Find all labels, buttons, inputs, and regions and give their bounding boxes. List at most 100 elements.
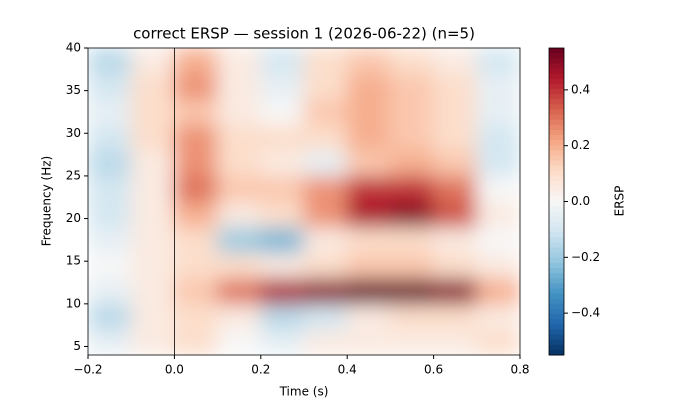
heatmap-cell [260, 328, 305, 355]
colorbar-swatch [549, 268, 564, 274]
heatmap-cell [389, 303, 435, 330]
heatmap-cell [346, 175, 391, 202]
heatmap-cell [173, 252, 219, 279]
heatmap-cell [260, 277, 305, 305]
heatmap-cell [476, 277, 520, 305]
heatmap-cell [303, 175, 348, 202]
colorbar-swatch [549, 58, 564, 64]
heatmap-cell [88, 149, 132, 177]
heatmap-cell [88, 175, 132, 202]
x-tick-label: 0.4 [338, 363, 357, 377]
colorbar-swatch [549, 273, 564, 279]
heatmap-cell [88, 226, 132, 254]
heatmap-cell [346, 73, 391, 100]
heatmap-cell [303, 73, 348, 100]
heatmap-cell [260, 303, 305, 330]
colorbar-swatch [549, 140, 564, 146]
heatmap-cell [476, 98, 520, 126]
x-tick-label: 0.2 [251, 363, 270, 377]
heatmap-cell [88, 201, 132, 228]
heatmap-cell [130, 328, 175, 355]
colorbar-swatch [549, 114, 564, 121]
heatmap-cell [173, 303, 219, 330]
colorbar-swatch [549, 196, 564, 202]
heatmap-cell [433, 226, 478, 254]
heatmap-cell [260, 73, 305, 100]
colorbar-swatch [549, 186, 564, 192]
heatmap-cell [389, 149, 435, 177]
colorbar-swatch [549, 124, 564, 131]
heatmap-cell [130, 252, 175, 279]
heatmap-cell [476, 201, 520, 228]
colorbar-swatch [549, 78, 564, 85]
heatmap-cell [130, 98, 175, 126]
heatmap [88, 48, 520, 355]
heatmap-cell [303, 149, 348, 177]
heatmap-cell [260, 98, 305, 126]
heatmap-cell [173, 175, 219, 202]
colorbar-swatch [549, 160, 564, 167]
heatmap-cell [88, 252, 132, 279]
colorbar-swatch [549, 181, 564, 187]
heatmap-cell [260, 124, 305, 151]
heatmap-cell [433, 149, 478, 177]
heatmap-cell [433, 252, 478, 279]
heatmap-cell [476, 175, 520, 202]
y-tick-label: 35 [66, 83, 81, 97]
colorbar-swatch [549, 283, 564, 289]
colorbar-swatch [549, 119, 564, 126]
colorbar-swatch [549, 308, 564, 315]
x-tick-label: −0.2 [73, 363, 102, 377]
colorbar-swatch [549, 109, 564, 116]
chart-title: correct ERSP — session 1 (2026-06-22) (n… [133, 25, 475, 43]
heatmap-cell [346, 277, 391, 305]
heatmap-cell [476, 149, 520, 177]
colorbar-swatch [549, 278, 564, 284]
colorbar-swatch [549, 88, 564, 95]
x-tick-label: 0.0 [165, 363, 184, 377]
colorbar-swatch [549, 329, 564, 336]
heatmap-cell [303, 328, 348, 355]
y-tick-label: 30 [66, 126, 81, 140]
colorbar-swatch [549, 227, 564, 233]
colorbar-swatch [549, 221, 564, 228]
colorbar-swatch [549, 242, 564, 249]
colorbar-swatch [549, 293, 564, 300]
heatmap-cell [217, 124, 262, 151]
heatmap-cell [433, 201, 478, 228]
heatmap-cell [433, 303, 478, 330]
colorbar-tick-label: 0.4 [571, 82, 590, 96]
colorbar-swatch [549, 206, 564, 213]
heatmap-cell [389, 73, 435, 100]
colorbar-swatch [549, 175, 564, 182]
heatmap-cell [173, 98, 219, 126]
colorbar-swatch [549, 73, 564, 80]
heatmap-cell [433, 175, 478, 202]
heatmap-cell [303, 277, 348, 305]
colorbar-swatch [549, 94, 564, 100]
colorbar-swatch [549, 232, 564, 238]
heatmap-cell [130, 277, 175, 305]
colorbar-swatch [549, 344, 564, 351]
colorbar-swatch [549, 216, 564, 223]
heatmap-cell [433, 277, 478, 305]
y-tick-label: 10 [66, 296, 81, 310]
heatmap-cell [389, 124, 435, 151]
heatmap-cell [260, 175, 305, 202]
heatmap-cell [217, 175, 262, 202]
colorbar-swatch [549, 134, 564, 141]
heatmap-cell [346, 149, 391, 177]
heatmap-cell [217, 226, 262, 254]
heatmap-cell [217, 73, 262, 100]
colorbar-swatch [549, 262, 564, 269]
heatmap-cell [303, 98, 348, 126]
heatmap-cell [88, 48, 132, 75]
heatmap-cell [346, 48, 391, 75]
heatmap-cell [303, 201, 348, 228]
y-tick-label: 5 [73, 339, 81, 353]
heatmap-cell [88, 73, 132, 100]
heatmap-cell [173, 73, 219, 100]
heatmap-cell [260, 226, 305, 254]
colorbar-label: ERSP [613, 186, 627, 217]
colorbar-swatch [549, 211, 564, 218]
